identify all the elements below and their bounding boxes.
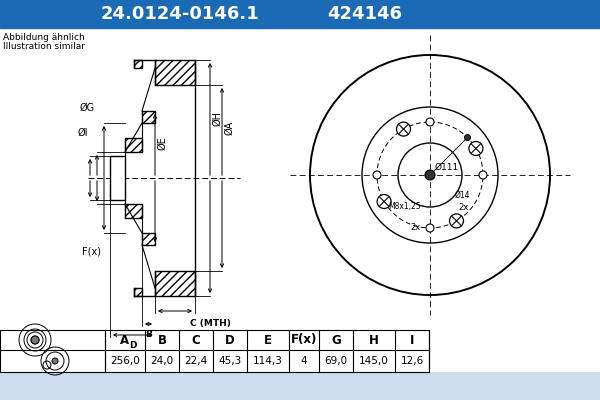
Bar [134, 60, 142, 68]
Circle shape [425, 170, 435, 180]
Circle shape [426, 118, 434, 126]
Circle shape [464, 134, 470, 140]
Bar [110, 156, 125, 200]
Text: C: C [191, 334, 200, 346]
Circle shape [479, 171, 487, 179]
Circle shape [449, 214, 464, 228]
Circle shape [373, 171, 381, 179]
Text: F(x): F(x) [82, 246, 101, 256]
Text: G: G [331, 334, 341, 346]
Text: B: B [157, 334, 167, 346]
Bar [0, 330, 600, 372]
Text: 24.0124-0146.1: 24.0124-0146.1 [101, 5, 259, 23]
Bar [142, 111, 155, 123]
Bar [142, 233, 155, 245]
Text: B: B [145, 330, 152, 339]
Text: D: D [129, 341, 136, 350]
Text: M8x1,25: M8x1,25 [388, 202, 421, 212]
Bar [155, 271, 195, 296]
Text: 114,3: 114,3 [253, 356, 283, 366]
Text: D: D [225, 334, 235, 346]
Bar [134, 288, 142, 296]
Circle shape [397, 122, 410, 136]
Text: 12,6: 12,6 [400, 356, 424, 366]
Text: Ø14: Ø14 [455, 190, 470, 200]
Bar [0, 0, 600, 28]
Circle shape [377, 194, 391, 208]
Text: 256,0: 256,0 [110, 356, 140, 366]
Circle shape [31, 336, 39, 344]
Text: 24,0: 24,0 [151, 356, 173, 366]
Text: H: H [369, 334, 379, 346]
Text: Ø111: Ø111 [435, 162, 459, 172]
Text: 22,4: 22,4 [184, 356, 208, 366]
Text: 69,0: 69,0 [325, 356, 347, 366]
Bar [125, 138, 142, 152]
Text: F(x): F(x) [291, 334, 317, 346]
Text: A: A [121, 334, 130, 346]
Bar [125, 204, 142, 218]
Text: 2x: 2x [458, 204, 468, 212]
Text: 45,3: 45,3 [218, 356, 242, 366]
Bar [134, 288, 142, 296]
Text: 145,0: 145,0 [359, 356, 389, 366]
Text: ØI: ØI [77, 128, 88, 138]
Text: C (MTH): C (MTH) [190, 319, 231, 328]
Text: Abbildung ähnlich: Abbildung ähnlich [3, 33, 85, 42]
Bar [142, 233, 155, 245]
Text: ØH: ØH [212, 110, 222, 126]
Bar [0, 28, 600, 330]
Text: Illustration similar: Illustration similar [3, 42, 85, 51]
Text: 424146: 424146 [328, 5, 403, 23]
Bar [142, 111, 155, 123]
Bar [125, 138, 142, 152]
Circle shape [469, 142, 483, 156]
Text: ØG: ØG [80, 103, 95, 113]
Text: I: I [410, 334, 414, 346]
Text: E: E [264, 334, 272, 346]
Text: ØA: ØA [224, 121, 234, 135]
Circle shape [52, 358, 58, 364]
Bar [0, 330, 429, 372]
Text: 4: 4 [301, 356, 307, 366]
Text: ØE: ØE [157, 136, 167, 150]
Bar [155, 60, 195, 85]
Bar [125, 204, 142, 218]
Bar [155, 60, 195, 85]
Bar [134, 60, 142, 68]
Text: 2x: 2x [410, 222, 420, 232]
Circle shape [426, 224, 434, 232]
Bar [155, 271, 195, 296]
